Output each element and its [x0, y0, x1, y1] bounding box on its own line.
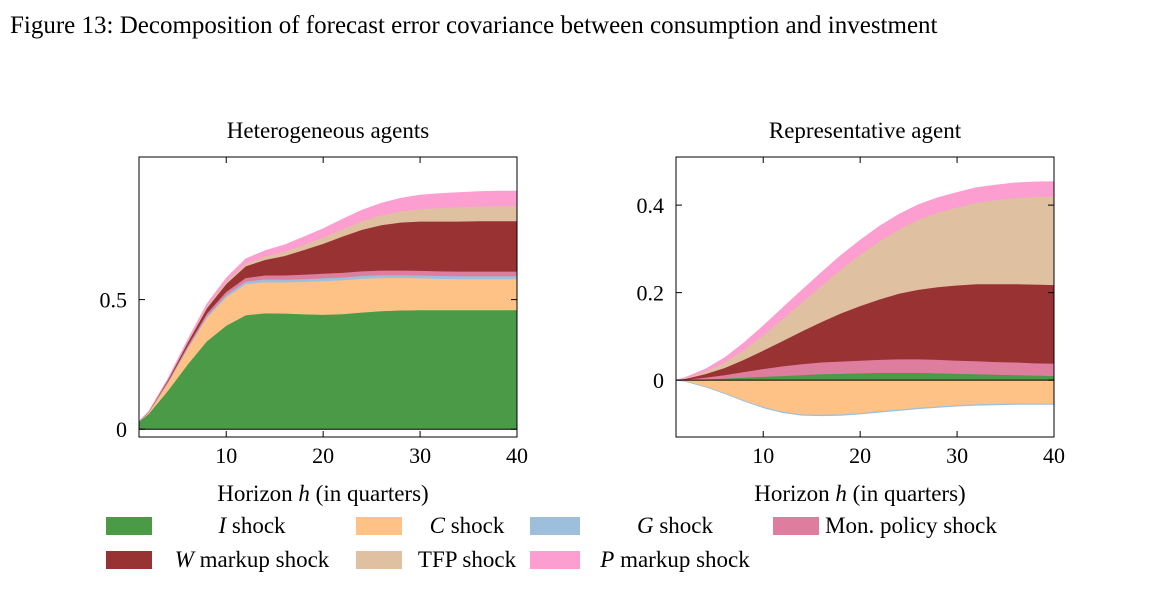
y-tick-label-het-1: 0.5 [100, 288, 128, 313]
y-tick-label-het-0: 0 [116, 417, 127, 442]
x-tick-label-het-30: 30 [409, 443, 431, 468]
chart-title-het: Heterogeneous agents [227, 118, 430, 143]
x-tick-label-het-10: 10 [215, 443, 237, 468]
x-tick-label-rep-30: 30 [946, 443, 968, 468]
x-tick-label-rep-20: 20 [849, 443, 871, 468]
y-tick-label-rep-2: 0.4 [637, 193, 665, 218]
y-tick-label-rep-1: 0.2 [637, 281, 665, 306]
x-axis-label-rep: Horizon h (in quarters) [754, 481, 965, 506]
chart-het: 10 20 30 40 0 0.5 Heterogeneous agents Horizon … [100, 118, 529, 506]
plot-frame-rep [675, 156, 1055, 438]
figure-title: Figure 13: Decomposition of forecast err… [10, 12, 938, 39]
x-tick-label-rep-10: 10 [752, 443, 774, 468]
x-tick-label-rep-40: 40 [1043, 443, 1065, 468]
y-tick-label-rep-0: 0 [653, 368, 664, 393]
area-c-rep [675, 379, 1055, 416]
plot-frame-het [138, 156, 518, 438]
chart-rep: 10 20 30 40 0 0.2 0.4 Representative agent Horiz… [637, 118, 1066, 506]
x-axis-label-het: Horizon h (in quarters) [217, 481, 428, 506]
x-tick-label-het-40: 40 [506, 443, 528, 468]
chart-title-rep: Representative agent [769, 118, 962, 143]
x-tick-label-het-20: 20 [312, 443, 334, 468]
